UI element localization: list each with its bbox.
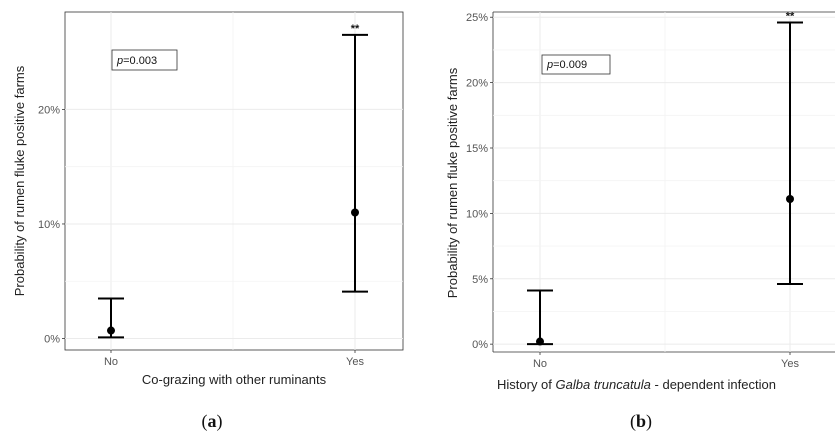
- panel-b: 0% 5% 10% 15% 20% 25% No Yes ** p=0.009 Probab…: [445, 10, 835, 432]
- x-tick-label-0: No: [104, 356, 118, 368]
- x-tick-label-1: Yes: [781, 358, 799, 370]
- panel-a-x-axis-label: Co-grazing with other ruminants: [142, 372, 327, 387]
- y-tick-label-0: 0%: [44, 334, 60, 346]
- panel-a-marks: **: [98, 23, 368, 339]
- panel-b-marks: **: [527, 10, 803, 346]
- panel-b-pvalue-box: [541, 54, 611, 75]
- panel-b-y-ticks: 0% 5% 10% 15% 20% 25%: [466, 12, 493, 351]
- estimate-point-0: [536, 337, 544, 346]
- significance-marker-1: **: [351, 23, 360, 35]
- panel-b-x-ticks: No Yes: [533, 352, 799, 370]
- estimate-point-1: [786, 195, 794, 203]
- x-tick-label-1: Yes: [346, 356, 364, 368]
- panel-b-pvalue-text: p=0.009: [546, 59, 587, 71]
- panel-a-pvalue-box: [111, 49, 178, 71]
- panel-b-grid: [493, 12, 835, 352]
- panel-a-y-axis-label: Probability of rumen fluke positive farm…: [12, 65, 27, 296]
- y-tick-label-2: 20%: [38, 104, 60, 116]
- y-tick-label-1: 10%: [38, 219, 60, 231]
- panel-a-y-ticks: 0% 10% 20%: [38, 104, 65, 346]
- y-tick-label-3: 15%: [466, 143, 488, 155]
- y-tick-label-5: 25%: [466, 12, 488, 24]
- y-tick-label-1: 5%: [472, 274, 488, 286]
- estimate-point-1: [351, 208, 359, 217]
- panel-a-x-ticks: No Yes: [104, 350, 364, 368]
- panel-b-y-axis-label: Probability of rumen fluke positive farm…: [445, 67, 460, 298]
- x-tick-label-0: No: [533, 358, 547, 370]
- y-tick-label-4: 20%: [466, 78, 488, 90]
- estimate-point-0: [107, 326, 115, 335]
- y-tick-label-0: 0%: [472, 339, 488, 351]
- significance-marker-1: **: [786, 10, 795, 22]
- panel-a-label: (a): [202, 411, 223, 432]
- panel-a-pvalue-text: p=0.003: [116, 55, 157, 67]
- panel-b-label: (b): [630, 411, 652, 432]
- panel-a: 0% 10% 20% No Yes ** p=0.003 Probability of…: [12, 11, 404, 432]
- panel-b-x-axis-label: History of Galba truncatula - dependent …: [497, 377, 776, 392]
- y-tick-label-2: 10%: [466, 208, 488, 220]
